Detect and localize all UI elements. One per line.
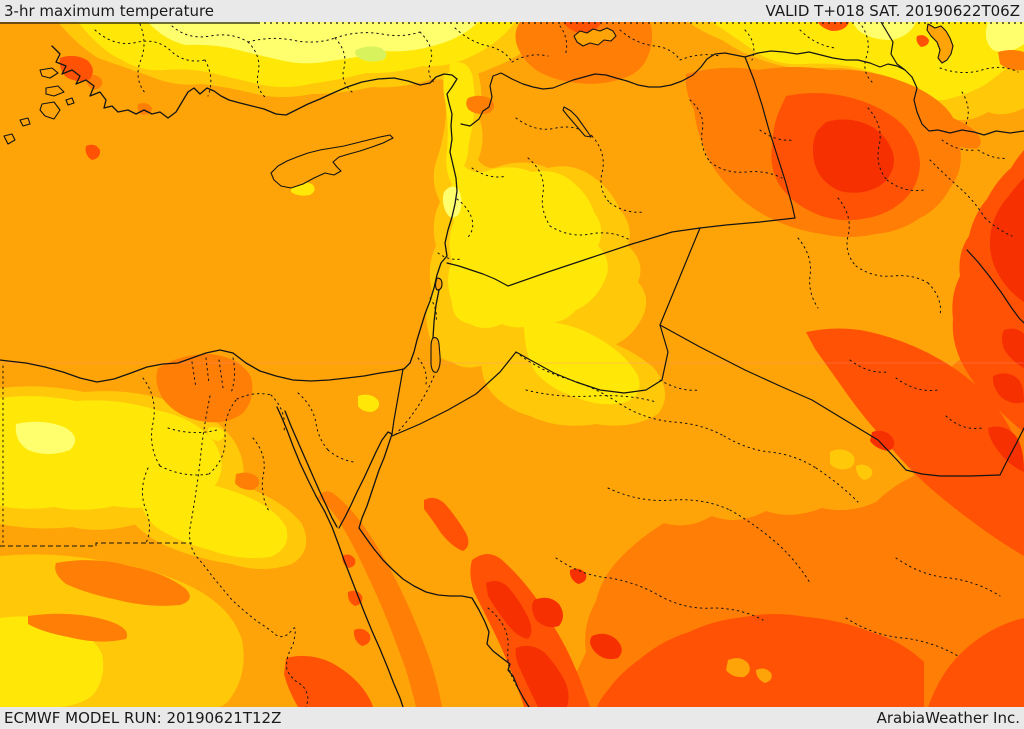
contour-level-pale-yellow [15,22,1024,454]
admin-boundaries-dotted [2,23,1019,689]
coastlines [0,45,530,707]
header-bar: 3-hr maximum temperature VALID T+018 SAT… [0,0,1024,22]
lakes [430,23,954,373]
aegean-islands [3,67,75,145]
contour-orange-holes [726,658,772,683]
gulf-of-aqaba-west-coastline [338,431,393,529]
red-sea-west-coastline [276,406,404,707]
border-egypt-sudan [0,542,192,547]
footer-bar: ECMWF MODEL RUN: 20190621T12Z ArabiaWeat… [0,707,1024,729]
contour-level-red [486,119,1024,707]
valid-time-label: VALID T+018 SAT. 20190622T06Z [765,2,1020,20]
border-syria-iraq [699,56,796,229]
branding-label: ArabiaWeather Inc. [876,709,1020,727]
page-title: 3-hr maximum temperature [4,2,215,20]
lake-urmia [926,23,954,64]
border-turkey-syria [460,50,913,127]
border-iraq-iran [911,76,1024,136]
border-iraq-saudi [659,324,1001,477]
lake-assad [562,106,592,138]
lake-van [573,27,617,47]
country-borders [391,22,1024,477]
cyprus-island [270,134,394,189]
border-kuwait [999,427,1024,476]
red-sea-east-coastline [358,433,530,707]
border-turkey-iran [880,22,906,71]
gulf-of-suez-east-coastline [284,410,338,528]
border-jordan-iraq [659,227,701,326]
border-egypt-israel [391,368,404,435]
border-iraq-iran-south [966,249,1024,324]
model-run-label: ECMWF MODEL RUN: 20190621T12Z [4,709,282,727]
dead-sea [430,337,441,373]
mediterranean-coastline [0,45,458,383]
sea-of-galilee [434,277,443,291]
jordan-river-line [432,289,440,339]
temperature-contour-map [0,22,1024,707]
border-syria-jordan [446,227,701,287]
contour-level-green [355,46,387,62]
border-jordan-saudi [391,324,669,437]
